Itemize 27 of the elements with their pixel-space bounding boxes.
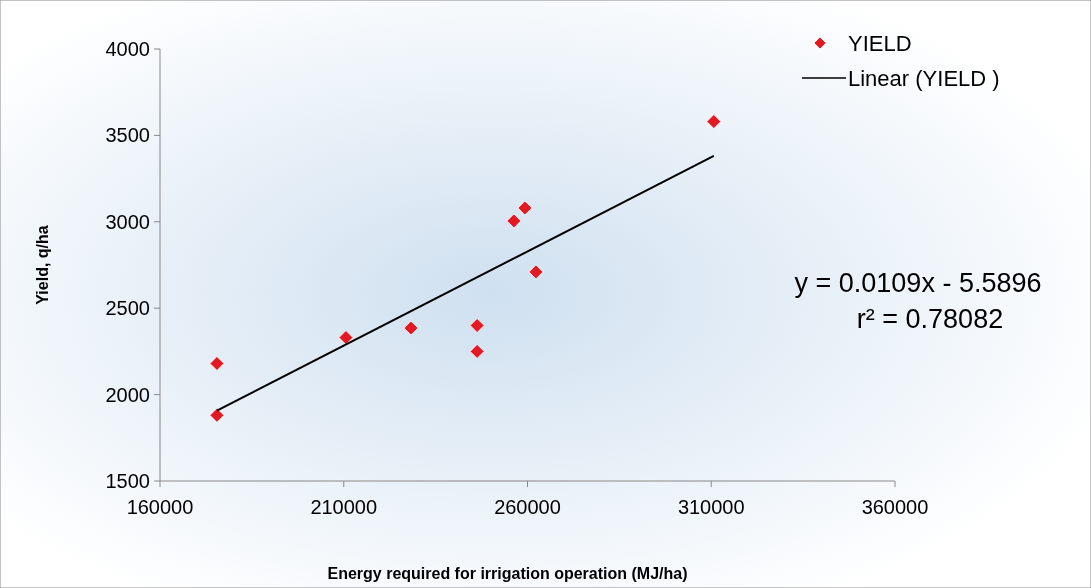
x-axis-title: Energy required for irrigation operation (MJ/ha) xyxy=(327,565,688,582)
annotation: r² = 0.78082 xyxy=(856,304,1004,334)
y-tick-label: 3000 xyxy=(105,210,150,233)
x-tick-label: 160000 xyxy=(126,496,194,518)
y-tick-label: 2000 xyxy=(105,383,150,406)
legend-label: Linear (YIELD ) xyxy=(848,65,1000,91)
annotation: y = 0.0109x - 5.5896 xyxy=(794,268,1042,298)
y-tick-label: 3500 xyxy=(105,124,150,147)
x-tick-label: 210000 xyxy=(310,496,378,518)
point xyxy=(517,200,533,216)
point xyxy=(338,330,354,345)
point xyxy=(469,318,485,333)
point xyxy=(528,264,544,280)
point xyxy=(506,213,522,229)
y-axis-title: Yield, q/ha xyxy=(34,225,51,305)
point xyxy=(209,356,225,371)
point xyxy=(209,407,225,423)
x-tick-label: 260000 xyxy=(494,496,561,518)
legend-label: YIELD xyxy=(848,30,912,56)
x-tick-label: 360000 xyxy=(861,496,929,518)
y-tick-label: 2500 xyxy=(105,297,150,320)
point xyxy=(403,320,419,336)
x-tick-label: 310000 xyxy=(677,496,745,518)
y-tick-label: 4000 xyxy=(105,38,150,60)
point xyxy=(469,344,485,359)
point xyxy=(706,114,722,129)
y-tick-label: 1500 xyxy=(105,470,150,492)
